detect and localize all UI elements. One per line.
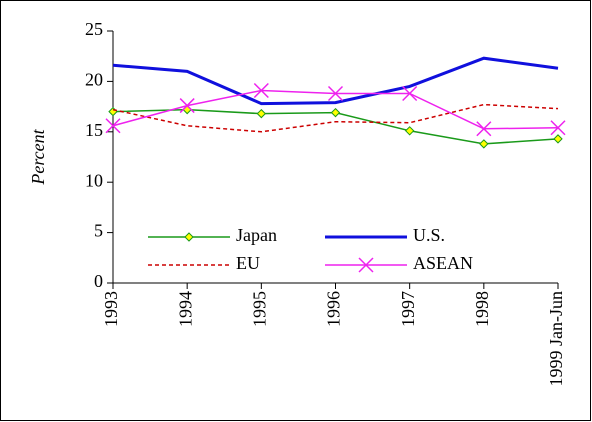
y-tick-label: 5 [94, 221, 103, 241]
y-tick-label: 20 [85, 70, 103, 90]
marker [184, 232, 194, 242]
x-tick-label: 1998 [472, 291, 492, 327]
marker [404, 126, 415, 136]
marker [256, 108, 267, 119]
y-tick-label: 15 [85, 120, 103, 140]
series-line [112, 103, 559, 133]
x-tick-label: 1996 [324, 291, 344, 327]
x-tick-label: 1993 [101, 291, 121, 327]
legend-label: U.S. [413, 225, 445, 245]
x-tick-label: 1994 [175, 291, 195, 327]
legend-label: ASEAN [413, 253, 473, 273]
y-axis-label: Percent [28, 128, 48, 185]
marker [253, 82, 269, 99]
marker [327, 85, 344, 102]
marker [358, 257, 374, 273]
y-tick-label: 10 [85, 170, 103, 190]
marker [476, 121, 492, 137]
marker [105, 118, 121, 134]
y-tick-label: 25 [85, 19, 103, 39]
legend-label: EU [236, 253, 260, 273]
series-line [112, 56, 559, 106]
marker [553, 134, 563, 144]
y-tick-label: 0 [94, 271, 103, 291]
x-tick-label: 1997 [398, 291, 418, 327]
marker [479, 139, 489, 149]
marker [550, 120, 566, 136]
x-tick-label: 1995 [249, 291, 269, 327]
marker [402, 85, 418, 102]
marker [179, 98, 195, 114]
x-tick-label: 1999 Jan-Jun [546, 291, 566, 387]
legend-label: Japan [236, 225, 277, 245]
marker [330, 107, 341, 118]
